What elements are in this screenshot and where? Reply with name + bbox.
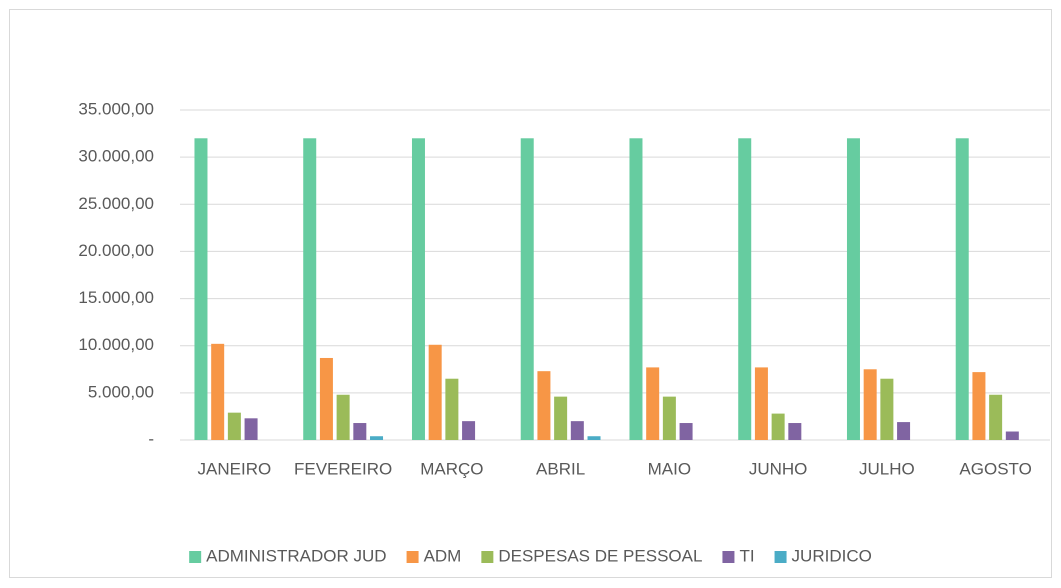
bar [738,138,752,441]
bar [880,378,894,440]
legend-swatch [406,551,419,563]
x-tick-label: JULHO [859,459,915,478]
bar [336,394,350,440]
bar [587,436,601,440]
bar [520,138,534,441]
bar [846,138,860,441]
bar [646,367,660,440]
bar [428,344,442,440]
legend-swatch [481,551,494,563]
y-tick-label: 10.000,00 [78,335,154,354]
x-tick-label: JANEIRO [198,459,272,478]
y-tick-label: 20.000,00 [78,241,154,260]
bar [462,421,476,440]
x-tick-label: MARÇO [420,459,483,478]
bar [570,421,584,440]
legend-label: DESPESAS DE PESSOAL [498,546,702,565]
y-tick-label: - [148,429,154,448]
bar [227,412,241,440]
bar [244,418,258,440]
bar [211,343,225,440]
legend-label: ADMINISTRADOR JUD [206,546,386,565]
bar [1005,431,1019,440]
x-tick-label: MAIO [648,459,691,478]
bar [353,423,367,440]
bar [554,396,568,440]
bar [629,138,643,441]
bar [411,138,425,441]
x-tick-label: ABRIL [536,459,585,478]
bar [897,422,911,440]
legend-swatch [774,551,787,563]
y-tick-label: 30.000,00 [78,147,154,166]
legend-label: ADM [424,546,462,565]
bar [445,378,459,440]
legend-swatch [189,551,202,563]
y-tick-label: 5.000,00 [88,382,154,401]
y-tick-label: 15.000,00 [78,288,154,307]
x-tick-label: FEVEREIRO [294,459,392,478]
bar [863,369,877,440]
legend-label: JURIDICO [792,546,872,565]
bar [319,357,333,440]
bar [955,138,969,441]
bar [989,394,1003,440]
legend-label: TI [739,546,754,565]
x-tick-label: AGOSTO [959,459,1031,478]
bar [754,367,768,440]
bar [537,371,551,440]
legend-swatch [722,551,735,563]
x-tick-label: JUNHO [749,459,808,478]
bar [662,396,676,440]
bar [771,413,785,440]
y-tick-label: 35.000,00 [78,99,154,118]
bar [194,138,208,441]
bar [370,436,384,440]
bar [972,372,986,440]
bar [788,423,802,440]
bar [679,423,693,440]
bar [303,138,317,441]
y-tick-label: 25.000,00 [78,194,154,213]
